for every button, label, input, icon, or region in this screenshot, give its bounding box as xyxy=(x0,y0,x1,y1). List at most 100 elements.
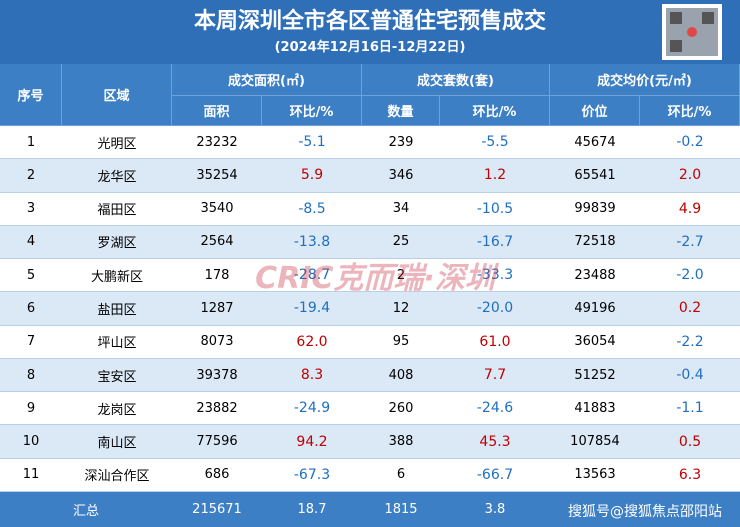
table-cell: -16.7 xyxy=(440,225,550,260)
header-cell: 环比/% xyxy=(640,96,740,126)
table-cell: 0.5 xyxy=(640,425,740,459)
table-cell: 龙岗区 xyxy=(62,392,172,426)
table-cell: 49196 xyxy=(550,292,640,326)
total-cell: 18.7 xyxy=(262,492,362,527)
header-cell: 数量 xyxy=(362,96,440,126)
table-cell: 10 xyxy=(0,425,62,459)
table-cell: 4.9 xyxy=(640,192,740,226)
table-cell: 8.3 xyxy=(262,358,362,393)
table-cell: -0.2 xyxy=(640,126,740,160)
table-cell: 2 xyxy=(362,259,440,293)
table-cell: -5.5 xyxy=(440,126,550,160)
table-cell: 45674 xyxy=(550,126,640,160)
table-cell: 南山区 xyxy=(62,425,172,459)
table-cell: -24.9 xyxy=(262,392,362,426)
watermark: CRIC克而瑞·深圳 xyxy=(255,261,495,296)
table-cell: -20.0 xyxy=(440,292,550,326)
table-cell: 408 xyxy=(362,358,440,393)
table-cell: 9 xyxy=(0,392,62,426)
table-cell: 1 xyxy=(0,126,62,160)
header-cell: 区域 xyxy=(62,64,172,126)
table-cell: 34 xyxy=(362,192,440,226)
table-cell: 36054 xyxy=(550,325,640,359)
table-cell: 23232 xyxy=(172,126,262,160)
table-cell: 107854 xyxy=(550,425,640,459)
header-group: 成交均价(元/㎡) xyxy=(550,64,740,96)
table-cell: 72518 xyxy=(550,225,640,260)
table-cell: 51252 xyxy=(550,358,640,393)
table-cell: 宝安区 xyxy=(62,358,172,393)
table-cell: 8 xyxy=(0,358,62,393)
table-cell: 686 xyxy=(172,458,262,492)
table-cell: 2564 xyxy=(172,225,262,260)
total-cell: 1815 xyxy=(362,492,440,527)
table-cell: 3 xyxy=(0,192,62,226)
table-cell: 61.0 xyxy=(440,325,550,359)
table-cell: -67.3 xyxy=(262,458,362,492)
table-cell: -13.8 xyxy=(262,225,362,260)
table-cell: 龙华区 xyxy=(62,159,172,193)
table-cell: 深汕合作区 xyxy=(62,458,172,492)
table-cell: 13563 xyxy=(550,458,640,492)
header-cell: 价位 xyxy=(550,96,640,126)
table-cell: -8.5 xyxy=(262,192,362,226)
table-cell: 12 xyxy=(362,292,440,326)
table-cell: -10.5 xyxy=(440,192,550,226)
table-cell: -1.1 xyxy=(640,392,740,426)
table-cell: 41883 xyxy=(550,392,640,426)
table-cell: 7 xyxy=(0,325,62,359)
table-cell: -24.6 xyxy=(440,392,550,426)
total-cell: 3.8 xyxy=(440,492,550,527)
table-cell: 6 xyxy=(362,458,440,492)
title: 本周深圳全市各区普通住宅预售成交 xyxy=(193,9,546,34)
table-cell: 239 xyxy=(362,126,440,160)
table-cell: -28.7 xyxy=(262,259,362,293)
source-watermark: 搜狐号@搜狐焦点邵阳站 xyxy=(568,503,722,520)
header-cell: 环比/% xyxy=(262,96,362,126)
table-cell: 388 xyxy=(362,425,440,459)
header-group: 成交套数(套) xyxy=(362,64,550,96)
table-cell: 1.2 xyxy=(440,159,550,193)
table-cell: 178 xyxy=(172,259,262,293)
table-cell: 坪山区 xyxy=(62,325,172,359)
table-cell: 0.2 xyxy=(640,292,740,326)
table-cell: -2.2 xyxy=(640,325,740,359)
table-cell: 8073 xyxy=(172,325,262,359)
table-cell: 11 xyxy=(0,458,62,492)
table-cell: 45.3 xyxy=(440,425,550,459)
header-cell: 面积 xyxy=(172,96,262,126)
table-cell: 65541 xyxy=(550,159,640,193)
table-cell: 39378 xyxy=(172,358,262,393)
table-cell: 3540 xyxy=(172,192,262,226)
table-cell: 5 xyxy=(0,259,62,293)
table-cell: 2 xyxy=(0,159,62,193)
table-cell: 4 xyxy=(0,225,62,260)
table-cell: 福田区 xyxy=(62,192,172,226)
header-group: 成交面积(㎡) xyxy=(172,64,362,96)
total-cell: 215671 xyxy=(172,492,262,527)
table-cell: 盐田区 xyxy=(62,292,172,326)
table-cell: -0.4 xyxy=(640,358,740,393)
total-empty xyxy=(550,492,740,527)
table-cell: 25 xyxy=(362,225,440,260)
table-cell: 260 xyxy=(362,392,440,426)
title-bar xyxy=(0,0,740,64)
table-cell: -5.1 xyxy=(262,126,362,160)
table-cell: 6 xyxy=(0,292,62,326)
table-cell: 62.0 xyxy=(262,325,362,359)
table-cell: -66.7 xyxy=(440,458,550,492)
table-cell: 2.0 xyxy=(640,159,740,193)
table-cell: 95 xyxy=(362,325,440,359)
header-cell: 环比/% xyxy=(440,96,550,126)
table-cell: 5.9 xyxy=(262,159,362,193)
table-cell: 大鹏新区 xyxy=(62,259,172,293)
table-cell: 罗湖区 xyxy=(62,225,172,260)
header-cell: 序号 xyxy=(0,64,62,126)
table-cell: 1287 xyxy=(172,292,262,326)
table-cell: 346 xyxy=(362,159,440,193)
table-cell: 光明区 xyxy=(62,126,172,160)
qr-code xyxy=(662,4,722,60)
table-cell: 23488 xyxy=(550,259,640,293)
table-cell: -2.0 xyxy=(640,259,740,293)
